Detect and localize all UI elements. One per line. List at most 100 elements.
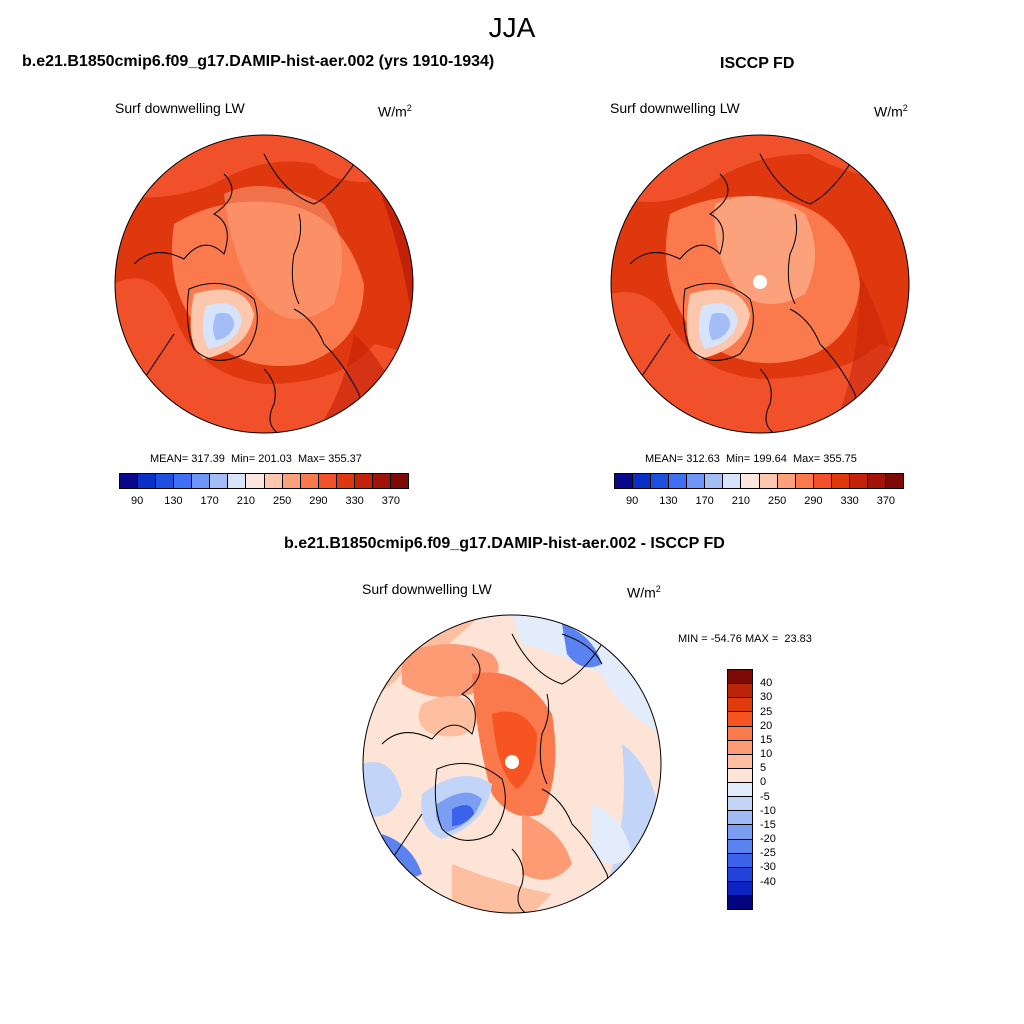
colorbar-swatch	[372, 474, 391, 488]
colorbar-tick-label: 130	[164, 495, 183, 507]
model-colorbar-ticks: 90 130 170 210 250 290 330 370	[119, 495, 409, 509]
colorbar-swatch	[633, 474, 652, 488]
colorbar-swatch	[867, 474, 886, 488]
diff-stats: MIN = -54.76 MAX = 23.83	[678, 633, 812, 645]
colorbar-swatch	[728, 698, 752, 713]
colorbar-swatch	[728, 839, 752, 854]
obs-stats: MEAN= 312.63 Min= 199.64 Max= 355.75	[645, 453, 857, 465]
diff-variable-label: Surf downwelling LW	[362, 581, 492, 597]
model-stats: MEAN= 317.39 Min= 201.03 Max= 355.37	[150, 453, 362, 465]
colorbar-swatch	[138, 474, 157, 488]
colorbar-tick-label: -10	[760, 804, 776, 817]
colorbar-swatch	[705, 474, 724, 488]
colorbar-tick-label: 330	[840, 495, 859, 507]
colorbar-swatch	[246, 474, 265, 488]
colorbar-swatch	[318, 474, 337, 488]
obs-colorbar	[614, 473, 904, 489]
colorbar-tick-label: 20	[760, 719, 773, 732]
colorbar-swatch	[728, 684, 752, 699]
colorbar-swatch	[728, 754, 752, 769]
obs-panel-title: ISCCP FD	[720, 55, 795, 72]
colorbar-tick-label: 90	[131, 495, 144, 507]
colorbar-tick-label: 90	[626, 495, 639, 507]
colorbar-tick-label: 25	[760, 705, 773, 718]
colorbar-tick-label: 170	[695, 495, 714, 507]
colorbar-swatch	[728, 740, 752, 755]
colorbar-swatch	[813, 474, 832, 488]
diff-units: W/m2	[627, 584, 661, 601]
colorbar-swatch	[759, 474, 778, 488]
colorbar-swatch	[120, 474, 139, 488]
colorbar-swatch	[741, 474, 760, 488]
colorbar-swatch	[723, 474, 742, 488]
colorbar-tick-label: 30	[760, 691, 773, 704]
colorbar-tick-label: -5	[760, 790, 770, 803]
colorbar-tick-label: 250	[767, 495, 787, 507]
colorbar-swatch	[192, 474, 211, 488]
model-polar-map	[114, 134, 414, 434]
colorbar-tick-label: 290	[804, 495, 823, 507]
model-units: W/m2	[378, 103, 412, 120]
colorbar-tick-label: -25	[760, 847, 776, 860]
colorbar-tick-label: 40	[760, 677, 773, 690]
colorbar-tick-label: 130	[659, 495, 678, 507]
model-variable-label: Surf downwelling LW	[115, 100, 245, 116]
colorbar-swatch	[728, 853, 752, 868]
colorbar-tick-label: -40	[760, 875, 776, 888]
colorbar-swatch	[687, 474, 706, 488]
colorbar-tick-label: 210	[236, 495, 256, 507]
colorbar-swatch	[300, 474, 319, 488]
colorbar-swatch	[336, 474, 355, 488]
diff-panel-title: b.e21.B1850cmip6.f09_g17.DAMIP-hist-aer.…	[284, 535, 725, 552]
colorbar-tick-label: 210	[731, 495, 751, 507]
colorbar-tick-label: -30	[760, 861, 776, 874]
colorbar-tick-label: 170	[200, 495, 219, 507]
colorbar-swatch	[728, 726, 752, 741]
colorbar-swatch	[264, 474, 283, 488]
diff-colorbar-ticks: 40 30 25 20 15 10 5 0 -5 -10 -15 -20 -25 -30 -40	[760, 669, 800, 910]
colorbar-swatch	[728, 783, 752, 798]
colorbar-swatch	[669, 474, 688, 488]
model-colorbar	[119, 473, 409, 489]
obs-colorbar-ticks: 90 130 170 210 250 290 330 370	[614, 495, 904, 509]
colorbar-swatch	[728, 670, 752, 685]
colorbar-swatch	[615, 474, 634, 488]
colorbar-swatch	[728, 825, 752, 840]
colorbar-tick-label: 370	[876, 495, 896, 507]
colorbar-swatch	[354, 474, 373, 488]
colorbar-tick-label: 370	[381, 495, 401, 507]
colorbar-swatch	[728, 881, 752, 896]
colorbar-swatch	[728, 867, 752, 882]
colorbar-swatch	[728, 797, 752, 812]
colorbar-swatch	[651, 474, 670, 488]
diff-colorbar	[727, 669, 753, 910]
obs-variable-label: Surf downwelling LW	[610, 100, 740, 116]
colorbar-tick-label: -15	[760, 818, 776, 831]
diff-polar-map	[362, 614, 662, 914]
colorbar-tick-label: 250	[272, 495, 292, 507]
colorbar-tick-label: 15	[760, 733, 773, 746]
colorbar-swatch	[390, 474, 408, 488]
colorbar-swatch	[728, 768, 752, 783]
colorbar-swatch	[728, 712, 752, 727]
colorbar-swatch	[777, 474, 796, 488]
colorbar-tick-label: -20	[760, 833, 776, 846]
colorbar-swatch	[728, 896, 752, 910]
colorbar-swatch	[795, 474, 814, 488]
colorbar-swatch	[849, 474, 868, 488]
colorbar-tick-label: 10	[760, 748, 773, 761]
colorbar-swatch	[210, 474, 229, 488]
colorbar-tick-label: 290	[309, 495, 328, 507]
colorbar-tick-label: 0	[760, 776, 767, 789]
obs-units: W/m2	[874, 103, 908, 120]
colorbar-swatch	[831, 474, 850, 488]
colorbar-tick-label: 5	[760, 762, 767, 775]
colorbar-swatch	[728, 811, 752, 826]
colorbar-tick-label: 330	[345, 495, 364, 507]
model-panel-title: b.e21.B1850cmip6.f09_g17.DAMIP-hist-aer.…	[22, 53, 495, 70]
colorbar-swatch	[174, 474, 193, 488]
colorbar-swatch	[156, 474, 175, 488]
colorbar-swatch	[282, 474, 301, 488]
obs-polar-map	[610, 134, 910, 434]
colorbar-swatch	[885, 474, 903, 488]
